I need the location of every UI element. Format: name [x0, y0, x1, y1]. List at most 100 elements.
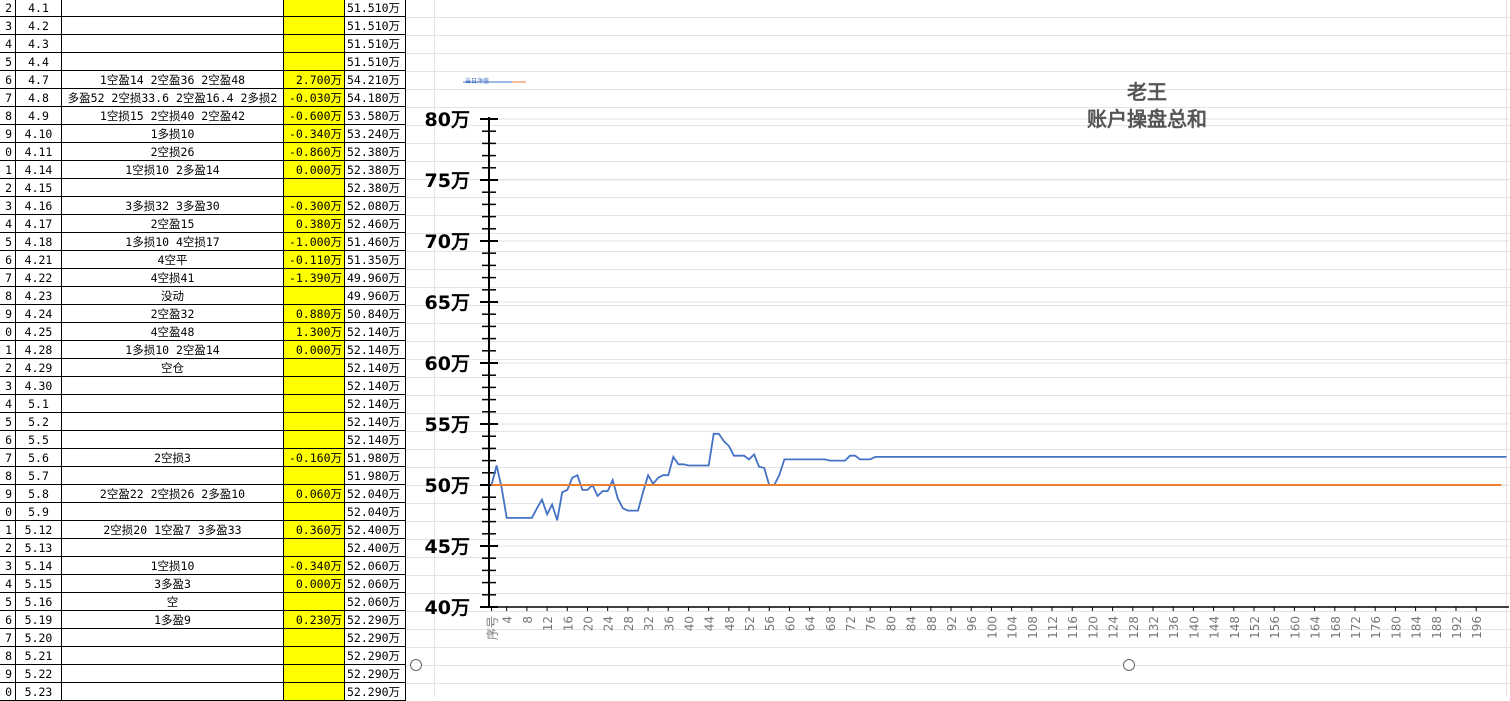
cell-idx[interactable]: 3 [0, 377, 16, 395]
cell-pnl[interactable]: 2.700万 [284, 71, 345, 89]
spreadsheet-table[interactable]: 2 4.1 51.510万 3 4.2 51.510万 4 4.3 51.510万 5 4.4 51.… [0, 0, 406, 701]
cell-total[interactable]: 52.060万 [345, 575, 406, 593]
cell-total[interactable]: 51.980万 [345, 449, 406, 467]
cell-date[interactable]: 5.22 [16, 665, 62, 683]
cell-total[interactable]: 51.460万 [345, 233, 406, 251]
cell-pnl[interactable]: 0.230万 [284, 611, 345, 629]
cell-total[interactable]: 52.290万 [345, 647, 406, 665]
cell-date[interactable]: 4.2 [16, 17, 62, 35]
cell-idx[interactable]: 8 [0, 287, 16, 305]
cell-date[interactable]: 5.15 [16, 575, 62, 593]
cell-date[interactable]: 5.6 [16, 449, 62, 467]
cell-note[interactable] [62, 629, 284, 647]
cell-pnl[interactable] [284, 593, 345, 611]
cell-pnl[interactable] [284, 413, 345, 431]
cell-date[interactable]: 4.7 [16, 71, 62, 89]
cell-idx[interactable]: 5 [0, 53, 16, 71]
cell-pnl[interactable] [284, 539, 345, 557]
table-row[interactable]: 4 4.17 2空盈15 0.380万 52.460万 [0, 215, 406, 233]
cell-date[interactable]: 5.13 [16, 539, 62, 557]
table-row[interactable]: 0 4.25 4空盈48 1.300万 52.140万 [0, 323, 406, 341]
table-row[interactable]: 8 5.7 51.980万 [0, 467, 406, 485]
table-row[interactable]: 5 4.18 1多损10 4空损17 -1.000万 51.460万 [0, 233, 406, 251]
cell-pnl[interactable]: -1.000万 [284, 233, 345, 251]
cell-idx[interactable]: 5 [0, 233, 16, 251]
cell-idx[interactable]: 2 [0, 179, 16, 197]
cell-idx[interactable]: 5 [0, 593, 16, 611]
cell-date[interactable]: 5.14 [16, 557, 62, 575]
cell-date[interactable]: 4.15 [16, 179, 62, 197]
table-row[interactable]: 6 4.7 1空盈14 2空盈36 2空盈48 2.700万 54.210万 [0, 71, 406, 89]
cell-note[interactable]: 2空盈32 [62, 305, 284, 323]
cell-idx[interactable]: 9 [0, 485, 16, 503]
cell-idx[interactable]: 7 [0, 269, 16, 287]
cell-idx[interactable]: 5 [0, 413, 16, 431]
cell-note[interactable]: 4空平 [62, 251, 284, 269]
cell-idx[interactable]: 7 [0, 449, 16, 467]
cell-idx[interactable]: 0 [0, 503, 16, 521]
cell-pnl[interactable] [284, 179, 345, 197]
cell-idx[interactable]: 6 [0, 71, 16, 89]
cell-pnl[interactable]: 0.000万 [284, 341, 345, 359]
cell-idx[interactable]: 4 [0, 215, 16, 233]
cell-pnl[interactable]: -0.030万 [284, 89, 345, 107]
cell-pnl[interactable] [284, 647, 345, 665]
cell-note[interactable] [62, 665, 284, 683]
table-row[interactable]: 1 4.28 1多损10 2空盈14 0.000万 52.140万 [0, 341, 406, 359]
cell-pnl[interactable]: 0.360万 [284, 521, 345, 539]
table-row[interactable]: 5 5.2 52.140万 [0, 413, 406, 431]
cell-total[interactable]: 52.290万 [345, 629, 406, 647]
cell-pnl[interactable] [284, 503, 345, 521]
cell-note[interactable]: 空仓 [62, 359, 284, 377]
cell-total[interactable]: 52.290万 [345, 665, 406, 683]
cell-pnl[interactable]: 0.380万 [284, 215, 345, 233]
cell-date[interactable]: 4.22 [16, 269, 62, 287]
table-row[interactable]: 5 5.16 空 52.060万 [0, 593, 406, 611]
cell-note[interactable] [62, 431, 284, 449]
cell-date[interactable]: 5.1 [16, 395, 62, 413]
table-row[interactable]: 3 5.14 1空损10 -0.340万 52.060万 [0, 557, 406, 575]
cell-date[interactable]: 4.8 [16, 89, 62, 107]
cell-pnl[interactable]: 0.880万 [284, 305, 345, 323]
cell-note[interactable]: 2空损3 [62, 449, 284, 467]
table-row[interactable]: 4 5.1 52.140万 [0, 395, 406, 413]
cell-total[interactable]: 52.140万 [345, 431, 406, 449]
table-row[interactable]: 4 4.3 51.510万 [0, 35, 406, 53]
table-row[interactable]: 7 5.6 2空损3 -0.160万 51.980万 [0, 449, 406, 467]
cell-note[interactable]: 1空损10 2多盈14 [62, 161, 284, 179]
cell-total[interactable]: 52.140万 [345, 323, 406, 341]
cell-note[interactable]: 2空损20 1空盈7 3多盈33 [62, 521, 284, 539]
cell-date[interactable]: 4.21 [16, 251, 62, 269]
cell-total[interactable]: 51.510万 [345, 53, 406, 71]
cell-idx[interactable]: 4 [0, 575, 16, 593]
cell-total[interactable]: 51.510万 [345, 35, 406, 53]
table-row[interactable]: 2 4.15 52.380万 [0, 179, 406, 197]
cell-date[interactable]: 5.7 [16, 467, 62, 485]
cell-pnl[interactable] [284, 467, 345, 485]
cell-date[interactable]: 5.12 [16, 521, 62, 539]
cell-date[interactable]: 5.5 [16, 431, 62, 449]
cell-date[interactable]: 4.24 [16, 305, 62, 323]
cell-total[interactable]: 52.040万 [345, 503, 406, 521]
cell-pnl[interactable]: 0.000万 [284, 161, 345, 179]
cell-total[interactable]: 51.510万 [345, 0, 406, 17]
cell-pnl[interactable]: -0.860万 [284, 143, 345, 161]
cell-pnl[interactable] [284, 35, 345, 53]
table-row[interactable]: 7 5.20 52.290万 [0, 629, 406, 647]
cell-note[interactable]: 1多损10 [62, 125, 284, 143]
cell-note[interactable]: 2空盈15 [62, 215, 284, 233]
table-row[interactable]: 2 4.1 51.510万 [0, 0, 406, 17]
cell-total[interactable]: 52.060万 [345, 593, 406, 611]
cell-pnl[interactable]: -0.600万 [284, 107, 345, 125]
cell-note[interactable]: 1多盈9 [62, 611, 284, 629]
cell-idx[interactable]: 2 [0, 539, 16, 557]
cell-total[interactable]: 52.290万 [345, 611, 406, 629]
cell-note[interactable]: 1空损15 2空损40 2空盈42 [62, 107, 284, 125]
cell-total[interactable]: 53.240万 [345, 125, 406, 143]
cell-note[interactable]: 多盈52 2空损33.6 2空盈16.4 2多损2 [62, 89, 284, 107]
cell-total[interactable]: 52.060万 [345, 557, 406, 575]
cell-pnl[interactable]: -1.390万 [284, 269, 345, 287]
cell-idx[interactable]: 1 [0, 341, 16, 359]
table-row[interactable]: 6 5.19 1多盈9 0.230万 52.290万 [0, 611, 406, 629]
cell-date[interactable]: 4.14 [16, 161, 62, 179]
